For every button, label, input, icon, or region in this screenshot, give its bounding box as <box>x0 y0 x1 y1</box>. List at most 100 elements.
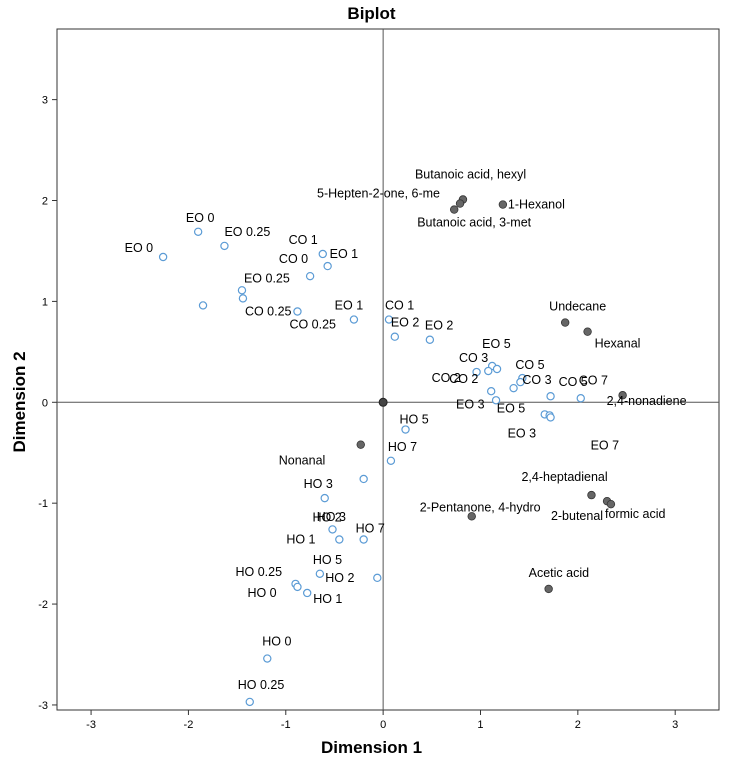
sample-point <box>484 366 493 376</box>
sample-label: CO 0.25 <box>245 304 292 318</box>
sample-label: EO 5 <box>482 337 511 351</box>
sample-point <box>509 383 518 393</box>
sample-label: HO 0 <box>247 586 276 600</box>
sample-point <box>318 249 327 259</box>
sample-point <box>386 456 396 466</box>
sample-point <box>486 386 496 396</box>
point-labels: EO 0 EO 0 EO 0.25 CO 1 EO 1 CO 0 EO 0.25 CO 0.2… <box>125 168 687 692</box>
y-tick-label: -2 <box>38 599 48 611</box>
sample-label: EO 3 <box>508 426 537 440</box>
compound-point <box>560 318 570 327</box>
reference-lines <box>57 29 719 710</box>
compound-label: Hexanal <box>595 337 641 351</box>
sample-label: EO 5 <box>497 401 526 415</box>
sample-point <box>546 392 555 401</box>
sample-label: HO 0 <box>262 635 291 649</box>
compound-label: 5-Hepten-2-one, 6-me <box>317 187 440 201</box>
compound-point <box>498 200 508 209</box>
compound-label: 2,4-heptadienal <box>521 470 607 484</box>
compound-label: Nonanal <box>279 454 326 468</box>
sample-label: CO 5 <box>515 358 544 372</box>
sample-label: CO 7 <box>579 373 608 387</box>
sample-point <box>293 307 302 316</box>
sample-point <box>238 294 248 303</box>
y-axis-ticks: -3 -2 -1 0 1 2 3 <box>38 95 57 712</box>
x-tick-label: 0 <box>380 719 386 731</box>
compound-label: 2-butenal <box>551 509 603 523</box>
sample-label: HO 3 <box>317 510 346 524</box>
sample-label: EO 0.25 <box>244 271 290 285</box>
y-tick-label: -3 <box>38 700 48 712</box>
data-points <box>158 195 627 707</box>
sample-label: EO 7 <box>591 438 620 452</box>
sample-point <box>425 335 435 344</box>
sample-label: CO 0.25 <box>289 317 336 331</box>
x-tick-label: -2 <box>184 719 194 731</box>
sample-label: EO 3 <box>456 397 485 411</box>
sample-point <box>472 367 481 377</box>
sample-label: HO 7 <box>388 440 417 454</box>
compound-label: Butanoic acid, 3-met <box>417 216 531 230</box>
compound-label: formic acid <box>605 507 665 521</box>
x-tick-label: 2 <box>575 719 581 731</box>
sample-point <box>359 474 368 484</box>
x-tick-label: -1 <box>281 719 291 731</box>
compound-label: 2,4-nonadiene <box>607 394 687 408</box>
sample-label: HO 1 <box>313 592 342 606</box>
sample-point <box>491 396 501 405</box>
compound-point <box>583 327 592 336</box>
sample-point <box>576 394 585 403</box>
sample-label: HO 2 <box>313 510 342 524</box>
sample-label: CO 2 <box>449 372 478 386</box>
sample-point <box>492 364 502 374</box>
plot-area-frame <box>56 28 720 711</box>
sample-label: CO 1 <box>289 233 318 247</box>
sample-label: EO 0 <box>125 241 154 255</box>
y-tick-label: 1 <box>42 296 48 308</box>
centroid-point <box>378 397 388 407</box>
sample-point <box>293 582 302 592</box>
sample-point <box>349 315 359 324</box>
sample-label: HO 2 <box>325 571 354 585</box>
sample-point <box>335 535 344 544</box>
compound-point <box>587 490 596 500</box>
sample-point <box>193 227 203 236</box>
compound-label: 1-Hexanol <box>508 198 565 212</box>
compound-point <box>544 584 553 594</box>
sample-point <box>263 654 272 663</box>
compound-label: 2-Pentanone, 4-hydro <box>420 500 541 514</box>
sample-point <box>546 413 555 422</box>
x-axis-ticks: -3 -2 -1 0 1 2 3 <box>86 710 678 731</box>
sample-label: CO 5 <box>559 375 588 389</box>
x-tick-label: -3 <box>86 719 96 731</box>
x-axis-label: Dimension 1 <box>320 738 423 757</box>
sample-point <box>220 241 229 251</box>
sample-label: EO 1 <box>330 247 359 261</box>
x-tick-label: 3 <box>672 719 678 731</box>
sample-label: HO 1 <box>286 532 315 546</box>
sample-label: HO 5 <box>400 413 429 427</box>
compound-point <box>606 499 616 509</box>
sample-label: HO 7 <box>356 521 385 535</box>
sample-label: EO 2 <box>391 316 420 330</box>
sample-point <box>390 332 400 341</box>
sample-point <box>384 315 394 324</box>
y-tick-label: 2 <box>42 196 48 208</box>
y-tick-label: -1 <box>38 498 48 510</box>
compound-label: Acetic acid <box>529 566 589 580</box>
y-tick-label: 0 <box>42 397 48 409</box>
sample-label: CO 3 <box>459 351 488 365</box>
sample-label: CO 1 <box>385 299 414 313</box>
sample-point <box>305 271 315 281</box>
sample-point <box>302 588 312 598</box>
sample-label: EO 0.25 <box>224 225 270 239</box>
sample-label: HO 0.25 <box>236 565 283 579</box>
sample-point <box>516 377 525 387</box>
sample-point <box>198 301 208 310</box>
sample-point <box>158 252 168 262</box>
compound-point <box>455 199 465 208</box>
x-tick-label: 1 <box>477 719 483 731</box>
compound-point <box>467 512 476 521</box>
sample-label: CO 3 <box>522 373 551 387</box>
